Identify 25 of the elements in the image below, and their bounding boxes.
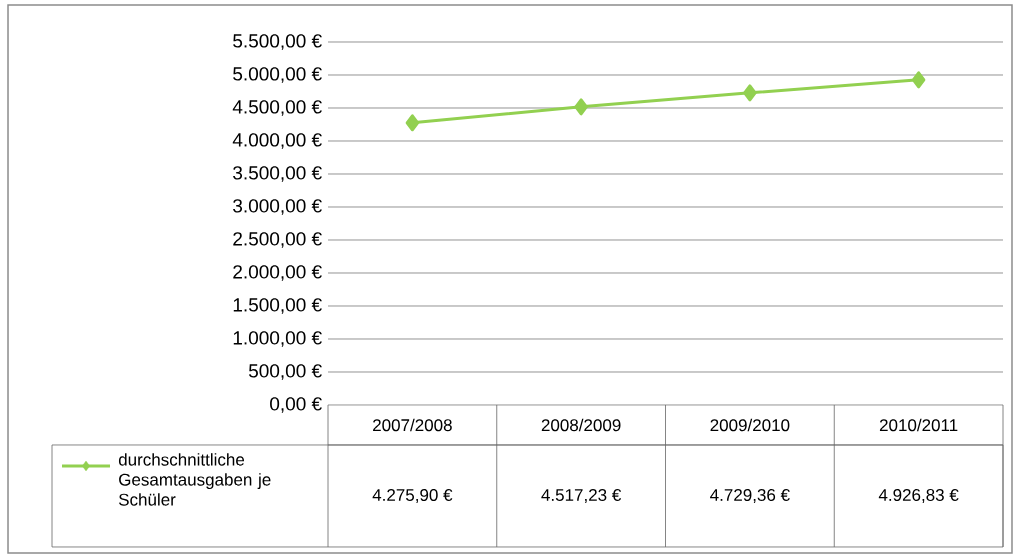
legend-label: durchschnittliche Gesamtausgaben je Schüler [118, 453, 271, 506]
x-tick-label: 2009/2010 [710, 418, 790, 432]
x-tick-label: 2010/2011 [879, 418, 958, 432]
data-label: 4.926,83 € [878, 488, 959, 503]
y-tick-label: 0,00 € [270, 397, 322, 413]
y-tick-label: 4.500,00 € [232, 100, 322, 116]
y-tick-label: 1.000,00 € [233, 331, 322, 347]
y-tick-label: 2.000,00 € [233, 265, 322, 281]
data-label: 4.275,90 € [372, 488, 453, 503]
y-tick-label: 500,00 € [248, 364, 322, 380]
x-tick-label: 2007/2008 [373, 418, 452, 432]
y-tick-label: 2.500,00 € [233, 232, 322, 248]
data-label: 4.729,36 € [710, 488, 790, 503]
y-tick-label: 5.000,00 € [233, 67, 322, 83]
point [743, 84, 757, 102]
x-tick-label: 2008/2009 [541, 418, 621, 432]
data-label: 4.517,23 € [541, 488, 622, 503]
point [911, 71, 926, 89]
point [405, 114, 420, 132]
y-tick-label: 3.500,00 € [233, 166, 322, 182]
y-tick-label: 3.000,00 € [233, 199, 322, 215]
y-tick-label: 1.500,00 € [233, 298, 322, 314]
y-tick-label: 4.000,00 € [232, 133, 322, 149]
y-tick-label: 5.500,00 € [233, 34, 322, 50]
point [574, 98, 588, 116]
